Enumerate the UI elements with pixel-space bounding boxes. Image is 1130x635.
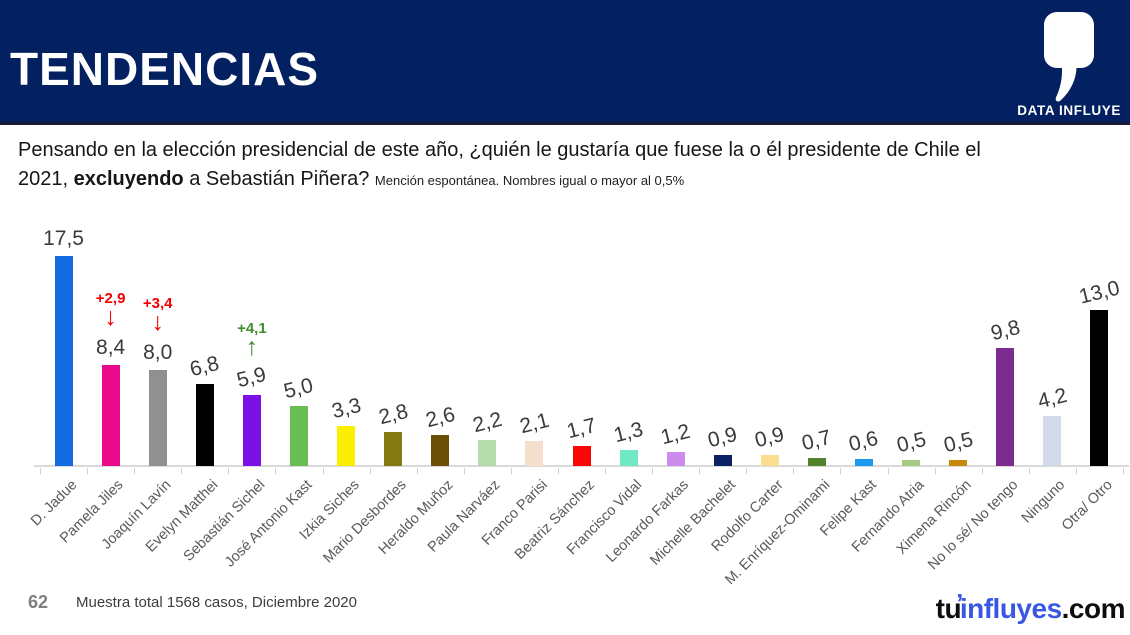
bar [54,256,73,466]
bar [619,450,638,466]
arrow-down-icon: ↓ [104,303,117,332]
bar [289,406,308,466]
axis-tick [605,468,607,474]
axis-tick [510,468,512,474]
question-emphasis: excluyendo [73,168,184,190]
question-line2-suffix: a Sebastián Piñera? [183,168,375,190]
axis-tick [1028,468,1030,474]
bar [242,395,261,466]
axis-tick [87,468,89,474]
bar [666,451,685,466]
delta-value: +3,4 [142,295,173,312]
value-label: 9,8 [988,316,1023,346]
logo-com: .com [1061,593,1126,624]
delta-value: +2,9 [95,290,126,308]
value-label: 4,2 [1035,383,1070,413]
delta-annotation: +4,1 ↑ [228,320,275,362]
value-label: 13,0 [1076,276,1122,309]
bar [384,432,403,466]
delta-annotation: +2,9 ↓ [87,290,134,332]
axis-tick [322,468,324,474]
bar [807,457,826,466]
axis-tick [1075,468,1077,474]
bar [337,426,356,466]
axis-tick [699,468,701,474]
axis-tick [557,468,559,474]
bar [949,460,968,466]
axis-tick [134,468,136,474]
bar [1043,415,1062,466]
category-label: Michelle Bachelet [647,477,740,569]
axis-tick [887,468,889,474]
quote-mark-icon [1044,12,1094,102]
axis-tick [40,468,41,474]
value-label: 8,4 [96,336,126,360]
bar [902,460,921,466]
brand-name: DATA INFLUYE [1017,103,1121,118]
bar [713,455,732,466]
axis-tick [228,468,230,474]
axis-tick [369,468,371,474]
axis-tick [746,468,748,474]
arrow-up-icon: ↑ [245,333,259,362]
question-line2-prefix: 2021, [18,168,74,190]
category-label: José Antonio Kast [221,477,316,571]
question-methodology-note: Mención espontánea. Nombres igual o mayo… [374,173,685,188]
value-label: 8,0 [143,341,173,364]
axis-tick [934,468,936,474]
bar [478,439,497,466]
logo-tu: tu [935,593,962,624]
delta-annotation: +3,4 ↓ [134,295,181,336]
delta-value: +4,1 [237,320,267,338]
value-label: 17,5 [43,227,84,250]
axis-tick [840,468,842,474]
axis-tick [981,468,983,474]
axis-tick [793,468,795,474]
question-line1: Pensando en la elección presidencial de … [18,139,981,161]
bar [148,370,167,466]
bar [1090,310,1109,466]
page-title: TENDENCIAS [10,43,320,95]
category-label: Sebastián Sichel [180,477,269,565]
axis-tick [463,468,465,474]
category-label: Mario Desbordes [320,477,410,567]
category-label: Otra/ Otro [1058,477,1116,534]
bar [101,365,120,466]
bar [760,455,779,466]
page-number: 62 [28,592,49,612]
bar [431,434,450,466]
sample-note: Muestra total 1568 casos, Diciembre 2020 [76,594,357,611]
category-label: Leonardo Farkas [603,477,693,566]
logo-influyes: influyes [959,593,1062,624]
axis-tick [181,468,183,474]
bar [572,445,591,466]
axis-tick [275,468,277,474]
bar-chart: 17,5 D. Jadue 8,4 +2,9 ↓ Pamela Jiles 8,0 +3,4 ↓… [28,227,1129,588]
survey-question: Pensando en la elección presidencial de … [18,136,1113,195]
header-banner: TENDENCIAS DATA INFLUYE [0,0,1130,125]
bar [996,348,1015,466]
bar [195,384,214,466]
category-label: No lo sé/ No tengo [925,477,1022,574]
logo-apostrophe: ’ [956,588,963,618]
x-axis-line [34,465,1129,467]
axis-tick [1123,468,1124,474]
axis-tick [652,468,654,474]
site-logo: tu’influyes.com [935,588,1126,625]
bar [855,458,874,466]
axis-tick [416,468,418,474]
arrow-down-icon: ↓ [151,308,164,336]
bar [525,440,544,466]
